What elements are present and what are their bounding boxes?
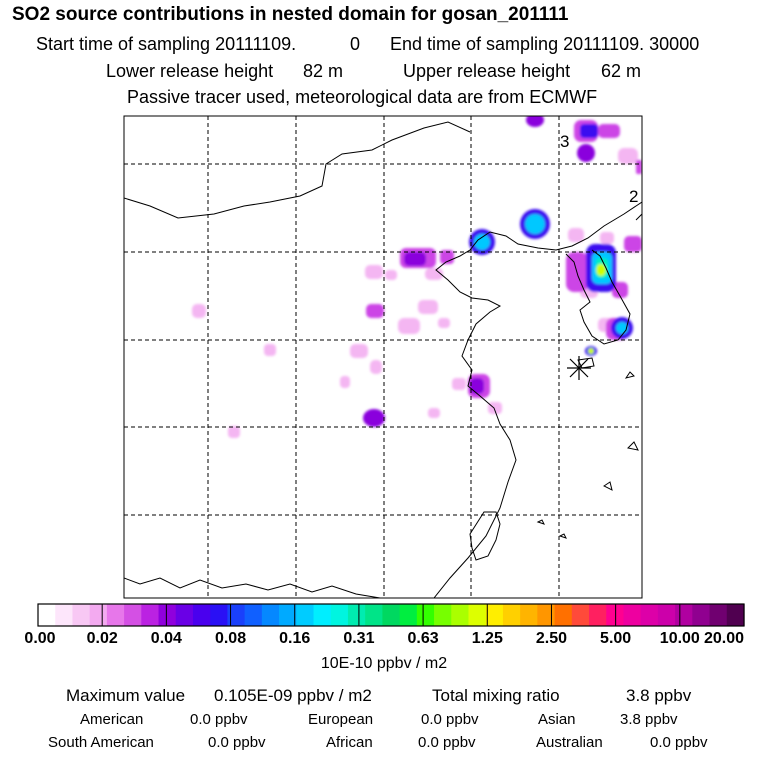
colorbar-cell — [210, 604, 229, 626]
colorbar-cell — [520, 604, 538, 626]
region-asian-label: Asian — [538, 711, 576, 728]
colorbar-cell — [382, 604, 401, 626]
colorbar-tick-label: 0.63 — [407, 630, 439, 647]
colorbar-cell — [141, 604, 160, 626]
colorbar-tick-label: 0.04 — [150, 630, 182, 647]
colorbar-cell — [365, 604, 383, 626]
colorbar-tick-label: 0.08 — [214, 630, 247, 647]
coastlines — [124, 121, 642, 598]
colorbar-cell — [124, 604, 142, 626]
colorbar-tick-label: 0.02 — [86, 630, 118, 647]
colorbar-cell — [296, 604, 315, 626]
tracer-note: Passive tracer used, meteorological data… — [127, 87, 598, 107]
colorbar-cell — [571, 604, 590, 626]
colorbar-cell — [313, 604, 332, 626]
start-time-value: 0 — [350, 34, 361, 54]
colorbar-cell — [279, 604, 297, 626]
start-time-label: Start time of sampling 20111109. — [36, 34, 297, 54]
colorbar-cell — [330, 604, 349, 626]
colorbar-cell — [657, 604, 676, 626]
lower-release-value: 82 m — [303, 61, 344, 81]
colorbar-cell — [55, 604, 74, 626]
colorbar-cell — [106, 604, 125, 626]
colorbar-tick-label: 0.31 — [343, 630, 375, 647]
region-african-label: African — [326, 734, 373, 751]
lower-release-label: Lower release height — [106, 61, 274, 81]
map-frame — [123, 115, 643, 599]
region-australian-value: 0.0 ppbv — [650, 734, 708, 751]
colorbar-cell — [244, 604, 263, 626]
colorbar-tick-label: 20.00 — [703, 630, 745, 647]
colorbar-tick-label: 10.00 — [659, 630, 700, 647]
colorbar-cell — [709, 604, 728, 626]
colorbar-cell — [485, 604, 504, 626]
colorbar-cell — [89, 604, 108, 626]
max-value: 0.105E-09 ppbv / m2 — [214, 686, 372, 705]
plot-title: SO2 source contributions in nested domai… — [12, 4, 569, 25]
region-american-label: American — [80, 711, 144, 728]
colorbar-cell — [347, 604, 366, 626]
end-time-label: End time of sampling 20111109. 30000 — [390, 34, 700, 54]
colorbar-cell — [261, 604, 280, 626]
colorbar-cell — [416, 604, 435, 626]
colorbar-cell — [158, 604, 177, 626]
colorbar-cell — [726, 604, 745, 626]
colorbar-cell — [192, 604, 211, 626]
colorbar-cell — [72, 604, 91, 626]
colorbar-cell — [468, 604, 487, 626]
concentration-field — [192, 116, 642, 438]
colorbar-cell — [623, 604, 642, 626]
region-african-value: 0.0 ppbv — [418, 734, 476, 751]
colorbar-tick-label: 0.16 — [279, 630, 311, 647]
map-label-2: 2 — [629, 187, 638, 206]
colorbar-cell — [227, 604, 246, 626]
colorbar-cell — [640, 604, 659, 626]
upper-release-label: Upper release height — [403, 61, 571, 81]
colorbar-cell — [175, 604, 194, 626]
region-south-american-value: 0.0 ppbv — [208, 734, 266, 751]
max-value-label: Maximum value — [66, 686, 186, 705]
colorbar-cell — [502, 604, 521, 626]
upper-release-value: 62 m — [601, 61, 642, 81]
colorbar-tick-label: 1.25 — [471, 630, 503, 647]
colorbar-frame — [37, 603, 745, 627]
colorbar-cell — [434, 604, 452, 626]
colorbar-cell — [692, 604, 711, 626]
colorbar-tick-label: 0.00 — [24, 630, 56, 647]
graticule — [124, 116, 642, 598]
colorbar-cell — [537, 604, 556, 626]
total-mixing-label: Total mixing ratio — [432, 686, 560, 705]
colorbar-cell — [38, 604, 56, 626]
colorbar-cell — [675, 604, 693, 626]
colorbar-cell — [589, 604, 607, 626]
colorbar-cell — [399, 604, 418, 626]
colorbar-tick-label: 2.50 — [535, 630, 568, 647]
region-european-label: European — [308, 711, 374, 728]
colorbar-cell — [451, 604, 470, 626]
colorbar-units: 10E-10 ppbv / m2 — [320, 655, 448, 672]
region-asian-value: 3.8 ppbv — [620, 711, 678, 728]
map-label-3: 3 — [560, 132, 569, 151]
total-mixing-value: 3.8 ppbv — [626, 686, 692, 705]
station-marker-icon — [567, 356, 591, 380]
region-american-value: 0.0 ppbv — [190, 711, 248, 728]
region-south-american-label: South American — [48, 734, 154, 751]
colorbar-cell — [554, 604, 573, 626]
region-european-value: 0.0 ppbv — [421, 711, 479, 728]
colorbar-tick-label: 5.00 — [600, 630, 632, 647]
region-australian-label: Australian — [536, 734, 603, 751]
